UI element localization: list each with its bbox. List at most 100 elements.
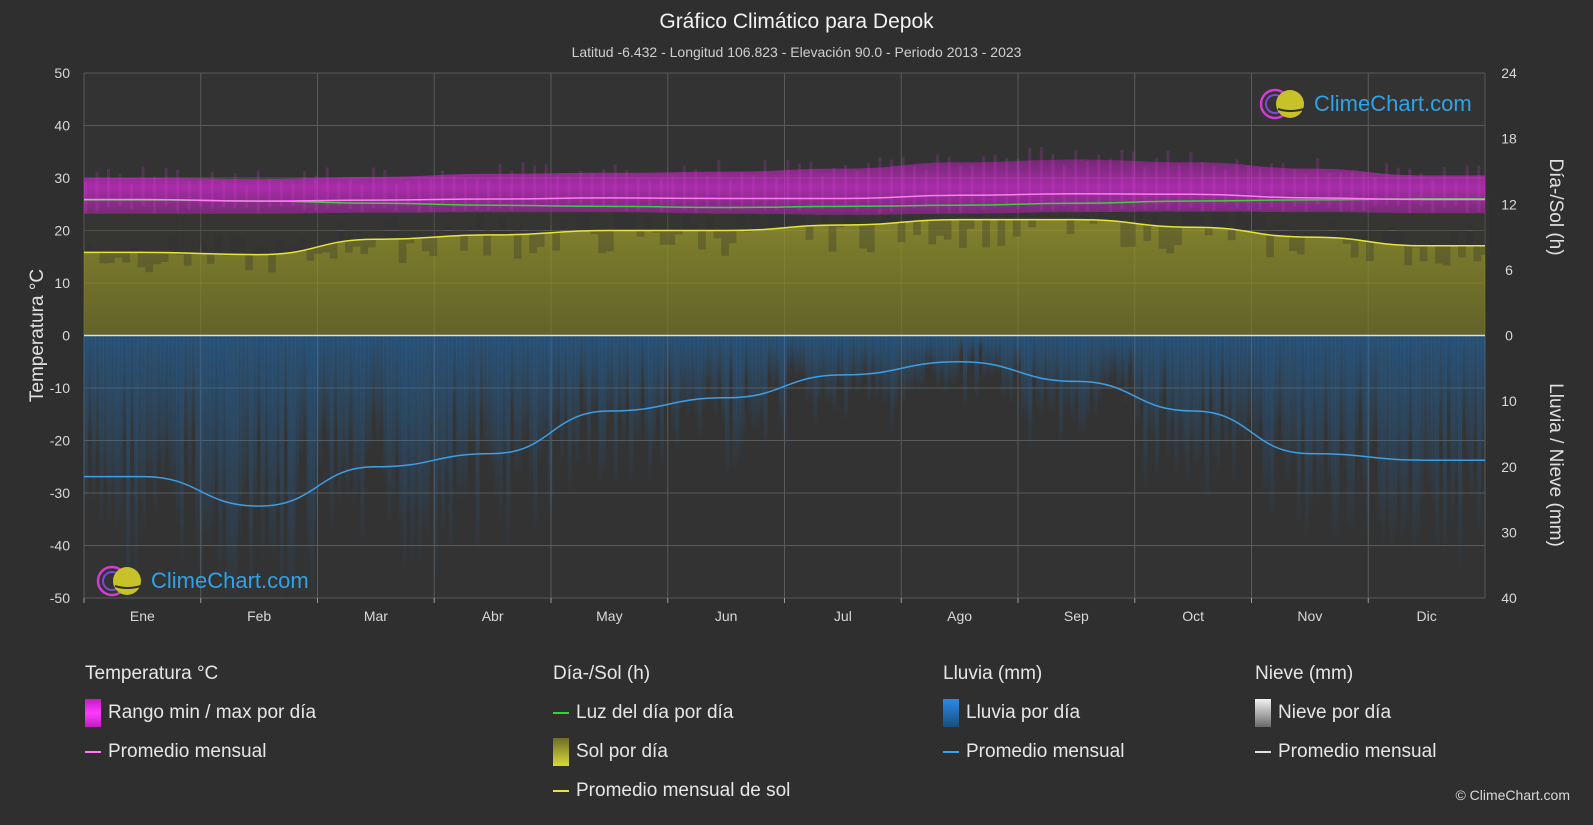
rain-day-bar <box>832 335 837 411</box>
rain-day-bar <box>870 335 876 377</box>
rain-day-bar <box>1258 335 1263 424</box>
sunshine-day-gap <box>636 206 645 237</box>
sunshine-day-gap <box>421 203 430 252</box>
temperature-day-bar <box>141 167 145 206</box>
y-tick-right-bottom: 30 <box>1501 524 1517 540</box>
temperature-avg-line <box>83 193 1485 202</box>
rain-day-bar <box>1108 335 1113 379</box>
rain-day-bar <box>168 335 173 482</box>
rain-day-bar <box>521 335 526 443</box>
temperature-day-bar <box>1247 165 1250 210</box>
rain-day-bar <box>137 335 142 499</box>
rain-day-bar <box>916 335 922 390</box>
rain-day-bar <box>1431 335 1436 506</box>
temperature-day-bar <box>256 170 260 213</box>
rain-day-bar <box>1477 335 1482 532</box>
sunshine-day-gap <box>1481 198 1489 255</box>
rain-day-bar <box>513 335 519 474</box>
temperature-day-bar <box>763 160 767 210</box>
sunshine-day-gap <box>1143 201 1152 241</box>
sunshine-day-gap <box>1404 198 1413 266</box>
rain-day-bar <box>433 335 438 577</box>
rain-day-bar <box>1035 335 1041 408</box>
rain-day-bar <box>1400 335 1405 535</box>
temperature-day-bar <box>567 175 571 205</box>
temperature-day-bar <box>751 175 755 209</box>
rain-day-bar <box>655 335 661 417</box>
rain-day-bar <box>475 335 480 551</box>
rain-day-bar <box>659 335 664 468</box>
x-tick-label: Ago <box>947 608 972 624</box>
rain-day-bar <box>828 335 833 402</box>
sunshine-day-gap <box>867 206 875 253</box>
temperature-day-bar <box>1154 158 1158 209</box>
legend-item-rain-avg: Promedio mensual <box>943 732 1124 771</box>
sunshine-day-gap <box>91 199 100 251</box>
rain-day-bar <box>1116 335 1121 393</box>
rain-day-bar <box>606 335 611 422</box>
rain-day-bar <box>1043 335 1048 390</box>
sunshine-day-gap <box>437 205 445 236</box>
sunshine-day-gap <box>260 201 269 248</box>
temperature-day-bar <box>786 160 790 208</box>
rain-day-bar <box>709 335 714 402</box>
rain-day-bar <box>1112 335 1117 374</box>
rain-day-bar <box>847 335 852 394</box>
sunshine-day-gap <box>245 201 253 271</box>
sunshine-day-gap <box>1458 198 1466 258</box>
rain-day-bar <box>801 335 806 377</box>
rain-day-bar <box>824 335 829 403</box>
rain-day-bar <box>621 335 626 446</box>
rain-day-bar <box>1185 335 1190 484</box>
legend-label: Sol por día <box>576 740 668 762</box>
sunshine-day-gap <box>1012 205 1021 237</box>
sunshine-day-gap <box>1128 203 1136 247</box>
rain-day-bar <box>1423 335 1428 472</box>
rain-day-bar <box>1316 335 1321 502</box>
brand-logo-top[interactable]: ClimeChart.com <box>1258 87 1472 121</box>
sunshine-avg-line <box>83 218 1485 256</box>
y-tick-left: 10 <box>54 275 70 291</box>
rain-day-bar <box>686 335 691 415</box>
rain-day-bar <box>1312 335 1317 459</box>
axes: 50 40 30 20 10 0 -10 -20 -30 -40 -50 24 18 12 6 0 10 20 30… <box>27 65 1566 624</box>
rain-day-bar <box>318 335 323 465</box>
temperature-day-bar <box>1235 159 1239 209</box>
rain-day-bar <box>1177 335 1183 432</box>
rain-day-bar <box>356 335 361 491</box>
rain-day-bar <box>172 335 177 495</box>
rain-day-bar <box>1051 335 1056 411</box>
temperature-day-bar <box>1385 163 1389 206</box>
rain-day-bar <box>448 335 453 549</box>
daylight-swatch <box>553 711 569 714</box>
rain-day-bar <box>855 335 860 394</box>
sunshine-day-gap <box>1304 199 1313 234</box>
sunshine-day-gap <box>759 207 768 227</box>
rain-day-bar <box>667 335 672 392</box>
legend-label: Promedio mensual <box>108 740 267 762</box>
rain-day-bar <box>402 335 407 571</box>
sunshine-day-gap <box>199 199 207 243</box>
sunshine-day-gap <box>460 205 468 251</box>
rain-day-bar <box>1281 335 1286 462</box>
sunshine-day-gap <box>275 201 284 240</box>
legend-item-rain: Lluvia por día <box>943 693 1124 732</box>
rain-day-bar <box>671 335 676 432</box>
rain-day-bar <box>264 335 269 479</box>
brand-logo-bottom[interactable]: ClimeChart.com <box>95 564 309 598</box>
rain-day-bar <box>955 335 960 379</box>
rain-day-bar <box>609 335 615 414</box>
temperature-day-bar <box>1281 162 1285 212</box>
sunshine-day-gap <box>805 206 814 240</box>
sunshine-day-gap <box>897 206 906 243</box>
rain-avg-line <box>84 361 1485 507</box>
rain-day-bar <box>675 335 680 452</box>
rain-day-bar <box>874 335 879 398</box>
y-tick-left: -10 <box>50 380 70 396</box>
rain-day-bar <box>732 335 737 469</box>
temperature-day-bar <box>164 167 168 207</box>
y-tick-left: -40 <box>50 538 70 554</box>
rain-day-bar <box>387 335 392 522</box>
sunshine-day-gap <box>329 203 338 259</box>
temperature-day-bar <box>1293 169 1297 207</box>
